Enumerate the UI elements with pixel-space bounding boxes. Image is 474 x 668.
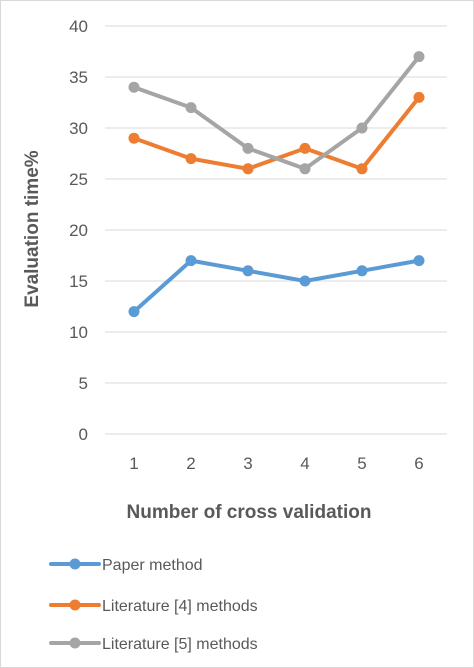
legend-item: Literature [4] methods <box>49 598 258 615</box>
gridlines <box>105 25 447 435</box>
series-1 <box>128 255 425 318</box>
data-point <box>128 132 140 144</box>
y-tick-label: 10 <box>69 323 88 342</box>
series-line <box>132 54 421 171</box>
data-point <box>299 275 311 287</box>
data-point <box>413 255 425 267</box>
data-point <box>128 306 140 318</box>
y-tick-label: 35 <box>69 68 88 87</box>
x-tick-label: 2 <box>186 454 195 473</box>
series-3 <box>128 51 425 175</box>
data-point <box>356 163 368 175</box>
y-axis-title: Evaluation time% <box>22 150 43 307</box>
legend-label: Literature [4] methods <box>102 598 258 615</box>
x-tick-label: 4 <box>300 454 309 473</box>
legend-item: Literature [5] methods <box>49 636 258 653</box>
data-point <box>242 265 254 277</box>
y-tick-label: 15 <box>69 272 88 291</box>
legend-label: Literature [5] methods <box>102 636 258 653</box>
y-tick-label: 25 <box>69 170 88 189</box>
y-tick-label: 0 <box>79 425 88 444</box>
y-tick-label: 5 <box>79 374 88 393</box>
data-point <box>299 142 311 154</box>
legend-label: Paper method <box>102 557 203 574</box>
x-axis-ticks: 1 2 3 4 5 6 <box>129 454 423 473</box>
legend-swatch-marker <box>69 599 81 611</box>
data-point <box>413 91 425 103</box>
legend-item: Paper method <box>49 557 203 574</box>
x-tick-label: 1 <box>129 454 138 473</box>
data-point <box>185 255 197 267</box>
data-point <box>356 122 368 134</box>
data-point <box>128 81 140 93</box>
data-point <box>242 163 254 175</box>
y-axis-ticks: 0 5 10 15 20 25 30 35 40 <box>69 17 88 444</box>
x-tick-label: 6 <box>414 454 423 473</box>
legend: Paper method Literature [4] methods Litera… <box>49 557 258 653</box>
series-lines <box>128 51 425 318</box>
y-tick-label: 30 <box>69 119 88 138</box>
series-line <box>132 258 421 314</box>
x-tick-label: 5 <box>357 454 366 473</box>
x-axis-title: Number of cross validation <box>127 502 372 523</box>
data-point <box>299 163 311 175</box>
legend-swatch-marker <box>69 558 81 570</box>
y-tick-label: 20 <box>69 221 88 240</box>
data-point <box>185 102 197 114</box>
data-point <box>242 142 254 154</box>
data-point <box>413 51 425 63</box>
y-tick-label: 40 <box>69 17 88 36</box>
data-point <box>356 265 368 277</box>
legend-swatch-marker <box>69 637 81 649</box>
data-point <box>185 153 197 165</box>
x-tick-label: 3 <box>243 454 252 473</box>
